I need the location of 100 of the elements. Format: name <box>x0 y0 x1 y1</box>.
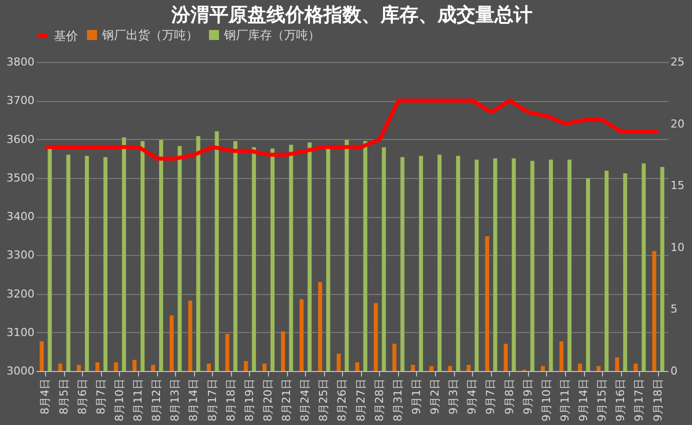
bar <box>363 141 368 371</box>
x-tick-label: 8月14日 <box>187 378 200 422</box>
y2-tick-label: 5 <box>670 302 678 316</box>
x-tick-label: 8月31日 <box>391 378 404 422</box>
y2-tick-label: 20 <box>670 117 684 130</box>
y2-tick-label: 15 <box>670 179 684 192</box>
bar <box>392 344 396 371</box>
bar <box>76 364 81 371</box>
x-tick-label: 9月11日 <box>558 378 572 422</box>
bar <box>400 157 404 371</box>
x-tick-label: 9月10日 <box>540 378 553 422</box>
x-tick-label: 9月3日 <box>447 378 460 414</box>
y-tick-label: 3500 <box>6 171 34 184</box>
x-tick-label: 9月15日 <box>596 378 609 422</box>
bar <box>642 163 646 371</box>
bar <box>474 160 479 371</box>
bar <box>623 173 628 371</box>
x-tick-label: 9月14日 <box>577 378 590 422</box>
x-tick-label: 8月27日 <box>354 378 368 422</box>
bar <box>132 360 137 371</box>
bar <box>281 331 286 371</box>
bar <box>58 364 62 371</box>
bar <box>151 364 156 371</box>
x-tick-label: 8月24日 <box>298 378 312 422</box>
bar <box>660 167 664 371</box>
legend-label: 基价 <box>54 29 78 43</box>
bar <box>596 366 601 371</box>
x-tick-label: 8月19日 <box>242 378 256 422</box>
bar <box>84 156 89 371</box>
bar <box>289 144 294 371</box>
y-tick-label: 3700 <box>6 94 34 108</box>
bar <box>540 366 545 371</box>
bar <box>114 362 118 371</box>
x-tick-label: 8月21日 <box>280 378 294 422</box>
bar <box>225 334 230 371</box>
y2-tick-label: 10 <box>670 240 684 254</box>
bar <box>196 136 200 371</box>
bar <box>418 156 423 371</box>
x-tick-label: 8月11日 <box>132 378 145 422</box>
bar <box>634 364 638 371</box>
x-tick-label: 8月10日 <box>112 378 126 422</box>
x-tick-label: 8月26日 <box>336 378 349 422</box>
y-tick-label: 3200 <box>6 287 34 300</box>
x-tick-label: 9月1日 <box>410 378 423 414</box>
chart-title: 汾渭平原盘线价格指数、库存、成交量总计 <box>170 4 532 26</box>
bar <box>567 160 572 371</box>
bar <box>252 147 256 371</box>
bar <box>159 140 164 371</box>
bar <box>410 364 415 371</box>
bar <box>604 170 609 371</box>
bar <box>326 148 330 371</box>
bar <box>170 315 174 371</box>
y-tick-label: 3400 <box>6 210 34 223</box>
bar <box>318 282 322 371</box>
bar <box>374 303 378 371</box>
bar <box>456 156 460 371</box>
bar <box>530 160 534 371</box>
bar <box>40 341 44 371</box>
x-tick-label: 8月17日 <box>206 378 219 422</box>
bar <box>586 178 590 371</box>
bar <box>559 341 564 371</box>
x-tick-label: 8月12日 <box>150 378 164 422</box>
bar <box>244 361 248 371</box>
x-tick-label: 9月9日 <box>521 378 534 414</box>
bar <box>336 354 341 371</box>
bar <box>652 251 656 371</box>
bar <box>429 366 434 371</box>
bar <box>233 141 238 371</box>
bar <box>344 140 349 371</box>
bar <box>512 158 516 371</box>
bar <box>308 142 312 371</box>
bar <box>122 137 126 371</box>
bar <box>140 141 145 371</box>
bar <box>448 366 452 371</box>
x-tick-label: 9月18日 <box>651 378 664 422</box>
line-series <box>44 98 660 161</box>
x-tick-label: 8月4日 <box>38 378 52 414</box>
x-tick-label: 8月5日 <box>57 378 70 414</box>
bar <box>493 158 498 371</box>
bar <box>48 147 52 371</box>
legend-label: 钢厂库存（万吨） <box>223 28 320 42</box>
x-tick-label: 8月13日 <box>168 378 182 422</box>
bar <box>66 154 70 371</box>
y-tick-label: 3800 <box>6 56 34 68</box>
bar <box>188 300 192 371</box>
bar <box>578 364 582 371</box>
bar <box>95 362 100 371</box>
bar <box>214 131 219 371</box>
x-tick-label: 8月28日 <box>372 378 386 422</box>
bar <box>382 147 386 371</box>
y-tick-label: 3100 <box>6 326 34 339</box>
x-tick-label: 9月2日 <box>428 378 442 414</box>
x-tick-label: 8月20日 <box>261 378 274 422</box>
y-tick-label: 3300 <box>6 248 34 262</box>
bar <box>485 236 490 371</box>
x-tick-label: 8月6日 <box>76 378 89 414</box>
x-tick-label: 8月7日 <box>94 378 108 414</box>
bar <box>300 299 304 371</box>
x-tick-label: 8月25日 <box>317 378 330 422</box>
x-tick-label: 8月18日 <box>224 378 238 422</box>
